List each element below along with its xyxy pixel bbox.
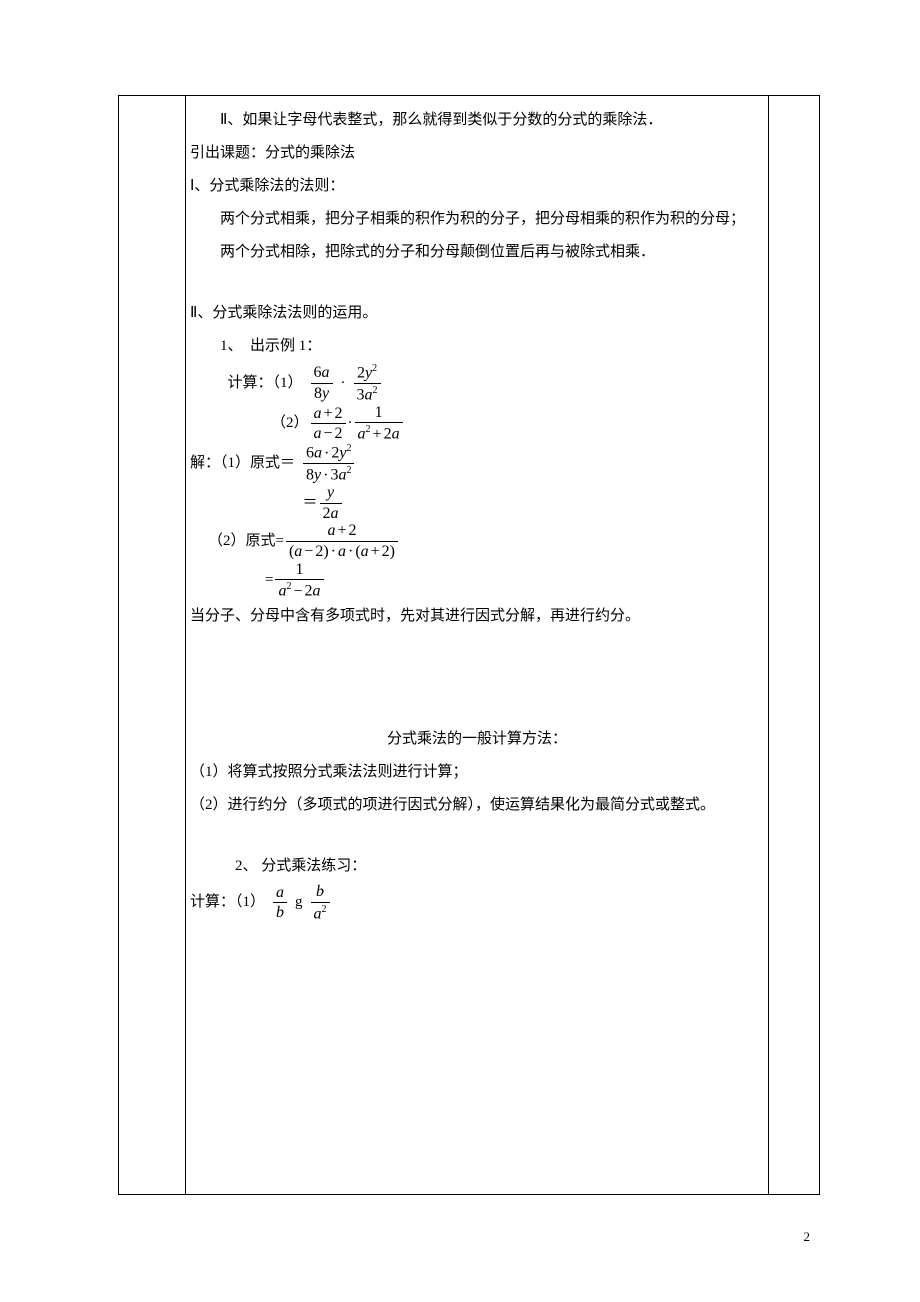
- frac-6a-8y: 6a 8y: [309, 364, 335, 402]
- g-op: g: [295, 886, 303, 919]
- frac-1-a2-2a: 1 a2+2a: [353, 404, 405, 444]
- practice-1: 计算：（1） a b g b a2: [190, 883, 764, 923]
- practice-label: 计算：（1）: [190, 886, 265, 919]
- para-intro-ii: Ⅱ、如果让字母代表整式，那么就得到类似于分数的分式的乘除法．: [190, 104, 764, 137]
- main-content-cell: Ⅱ、如果让字母代表整式，那么就得到类似于分数的分式的乘除法． 引出课题：分式的乘…: [186, 96, 769, 1195]
- dot-op: ·: [341, 367, 346, 400]
- frac-a-b: a b: [271, 884, 289, 922]
- sol2-label: （2）原式=: [208, 525, 284, 558]
- page-root: Ⅱ、如果让字母代表整式，那么就得到类似于分数的分式的乘除法． 引出课题：分式的乘…: [0, 0, 920, 1302]
- calc-label: 计算：（1）: [228, 367, 303, 400]
- gap-2: [190, 822, 764, 850]
- para-section-ii: Ⅱ、分式乘除法法则的运用。: [190, 297, 764, 330]
- rule-mult-text: 两个分式相乘，把分子相乘的积作为积的分子，把分母相乘的积作为积的分母；: [220, 211, 745, 227]
- para-section-i: Ⅰ、分式乘除法的法则：: [190, 170, 764, 203]
- frac-1-a2-2a-b: 1 a2−2a: [273, 561, 325, 601]
- layout-table: Ⅱ、如果让字母代表整式，那么就得到类似于分数的分式的乘除法． 引出课题：分式的乘…: [118, 95, 820, 1195]
- solution-2b: = 1 a2−2a: [190, 561, 764, 601]
- frac-b-a2: b a2: [309, 883, 332, 923]
- method-step-2: （2）进行约分（多项式的项进行因式分解），使运算结果化为最简分式或整式。: [190, 789, 764, 822]
- para-rule-mult: 两个分式相乘，把分子相乘的积作为积的分子，把分母相乘的积作为积的分母；: [190, 203, 764, 236]
- para-rule-div: 两个分式相除，把除式的分子和分母颠倒位置后再与被除式相乘．: [190, 236, 764, 269]
- right-margin-cell: [769, 96, 820, 1195]
- calc-1-1: 计算：（1） 6a 8y · 2y2 3a2: [190, 363, 764, 404]
- solution-1: 解：（1）原式＝ 6a·2y2 8y·3a2: [190, 443, 764, 484]
- frac-2y2-3a2: 2y2 3a2: [352, 363, 383, 404]
- left-margin-cell: [119, 96, 186, 1195]
- solution-2: （2）原式= a+2 (a−2)·a·(a+2): [190, 522, 764, 560]
- heading-method: 分式乘法的一般计算方法：: [190, 723, 764, 756]
- para-poly-note: 当分子、分母中含有多项式时，先对其进行因式分解，再进行约分。: [190, 600, 764, 633]
- eq-sign-2: =: [265, 564, 273, 597]
- frac-y-2a: y 2a: [318, 484, 344, 522]
- para-practice: 2、 分式乘法练习：: [190, 850, 764, 883]
- frac-a2-a2: a+2 a−2: [309, 405, 348, 443]
- solution-1b: ＝ y 2a: [190, 484, 764, 522]
- method-step-1: （1）将算式按照分式乘法法则进行计算；: [190, 756, 764, 789]
- sol1-label: 解：（1）原式＝: [190, 447, 295, 480]
- page-number: 2: [804, 1223, 811, 1252]
- gap-large: [190, 633, 764, 723]
- gap: [190, 269, 764, 297]
- calc-label-2: （2）: [271, 407, 309, 440]
- eq-sign: ＝: [303, 487, 318, 520]
- para-topic: 引出课题：分式的乘除法: [190, 137, 764, 170]
- calc-1-2: （2） a+2 a−2 · 1 a2+2a: [190, 404, 764, 444]
- para-example-1: 1、 出示例 1：: [190, 330, 764, 363]
- frac-sol2: a+2 (a−2)·a·(a+2): [284, 522, 400, 560]
- frac-sol1: 6a·2y2 8y·3a2: [301, 443, 356, 484]
